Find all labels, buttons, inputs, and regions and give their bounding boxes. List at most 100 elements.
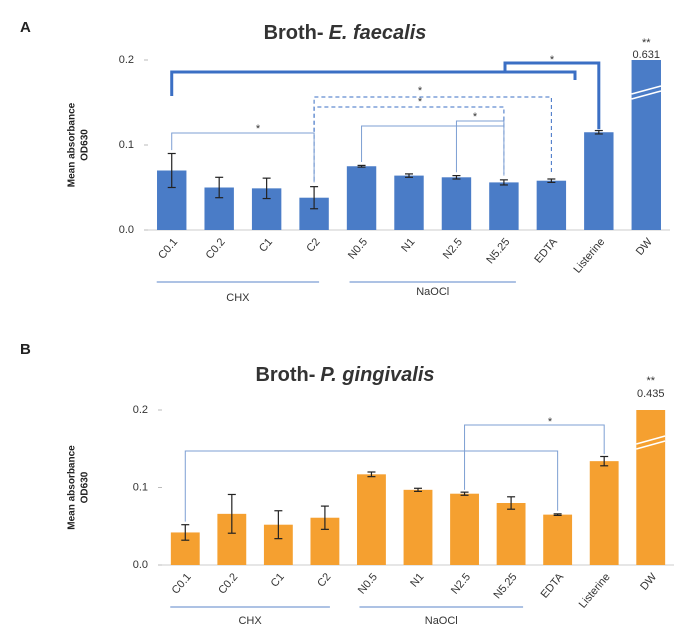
error-bar xyxy=(405,173,413,178)
significance-star: * xyxy=(418,96,423,108)
x-tick-label: Listerine xyxy=(577,571,613,611)
bar xyxy=(584,132,614,230)
axis-break xyxy=(631,90,662,100)
x-tick-label: C2 xyxy=(315,571,333,589)
error-bar xyxy=(600,455,609,467)
value-label: 0.435 xyxy=(637,388,665,400)
group-label: CHX xyxy=(238,615,262,627)
significance-bracket xyxy=(313,96,552,181)
panel-label: B xyxy=(20,341,31,358)
y-tick-label: 0.1 xyxy=(133,481,148,493)
error-bar xyxy=(547,178,556,183)
x-tick-label: EDTA xyxy=(532,236,560,266)
error-bar xyxy=(594,129,603,135)
value-label: 0.631 xyxy=(633,49,661,61)
x-tick-label: N1 xyxy=(399,236,417,254)
bar xyxy=(631,60,661,230)
x-tick-label: N2.5 xyxy=(441,236,465,262)
x-tick-label: EDTA xyxy=(539,571,567,601)
bar xyxy=(489,182,519,230)
significance-bracket xyxy=(464,424,605,490)
group-label: NaOCl xyxy=(425,615,458,627)
y-tick-label: 0.0 xyxy=(119,224,134,236)
bar xyxy=(441,177,472,230)
error-bar xyxy=(274,510,283,540)
significance-star: * xyxy=(473,111,478,123)
error-bar xyxy=(320,505,329,530)
x-tick-label: N0.5 xyxy=(346,236,370,262)
y-tick-label: 0.2 xyxy=(133,404,148,416)
error-bar xyxy=(414,487,422,492)
bar xyxy=(357,474,386,565)
title-italic: P. gingivalis xyxy=(320,364,434,386)
y-tick-label: 0.1 xyxy=(119,139,134,151)
error-bar xyxy=(460,491,469,496)
title-text: Broth- xyxy=(255,364,315,386)
x-tick-label: C0.2 xyxy=(204,236,228,262)
bar xyxy=(543,514,573,565)
significance-bracket xyxy=(361,125,504,162)
x-tick-label: C0.2 xyxy=(216,571,240,597)
x-tick-label: C0.1 xyxy=(156,236,180,262)
significance-bracket xyxy=(503,61,601,130)
error-bar xyxy=(507,496,516,510)
chart-panel: A Broth- E. faecalis Mean absorbance OD630 0.… xyxy=(20,19,670,304)
chart-title: Broth- P. gingivalis xyxy=(255,364,434,386)
significance-bracket xyxy=(170,70,577,96)
x-tick-label: N1 xyxy=(408,571,426,589)
title-italic: E. faecalis xyxy=(329,22,427,44)
error-bar xyxy=(262,177,271,200)
y-axis-label: OD630 xyxy=(80,471,91,503)
chart-panel: B Broth- P. gingivalis Mean absorbance OD630… xyxy=(20,341,674,627)
significance-star: * xyxy=(550,54,555,66)
significance-bracket xyxy=(455,120,505,176)
significance-bracket xyxy=(184,450,559,522)
panel-label: A xyxy=(20,19,31,36)
group-label: CHX xyxy=(226,292,250,304)
y-axis-label: OD630 xyxy=(80,129,91,161)
x-tick-label: N5.25 xyxy=(484,236,512,266)
x-tick-label: N5.25 xyxy=(492,571,520,601)
x-tick-label: Listerine xyxy=(571,236,607,276)
x-tick-label: C1 xyxy=(269,571,287,589)
y-axis-label: Mean absorbance xyxy=(67,102,78,187)
error-bar xyxy=(215,176,224,199)
x-tick-label: DW xyxy=(638,571,659,593)
x-tick-label: DW xyxy=(634,236,655,258)
axis-break xyxy=(636,435,666,445)
error-bar xyxy=(452,175,461,180)
x-tick-label: C2 xyxy=(304,236,322,254)
y-tick-label: 0.2 xyxy=(119,54,134,66)
bar xyxy=(496,503,526,565)
y-axis-label: Mean absorbance xyxy=(67,445,78,530)
significance-star: * xyxy=(418,85,423,97)
significance-bracket xyxy=(171,132,315,183)
bar xyxy=(589,461,619,565)
bar xyxy=(450,493,479,565)
bar xyxy=(636,410,666,565)
bar xyxy=(536,180,567,230)
bar xyxy=(403,489,433,565)
group-label: NaOCl xyxy=(416,286,449,298)
error-bar xyxy=(367,471,376,478)
chart-title: Broth- E. faecalis xyxy=(264,22,427,44)
error-bar xyxy=(167,152,176,189)
annotation: ** xyxy=(646,375,655,387)
significance-star: * xyxy=(548,416,553,428)
error-bar xyxy=(181,524,190,541)
x-tick-label: C0.1 xyxy=(170,571,194,597)
error-bar xyxy=(310,186,319,210)
x-tick-label: N2.5 xyxy=(449,571,473,597)
y-tick-label: 0.0 xyxy=(133,559,148,571)
title-text: Broth- xyxy=(264,22,324,44)
bar xyxy=(394,175,424,230)
error-bar xyxy=(227,493,236,534)
bar xyxy=(346,166,377,230)
error-bar xyxy=(357,164,366,168)
error-bar xyxy=(553,513,562,517)
axis-break xyxy=(631,85,662,95)
x-tick-label: C1 xyxy=(257,236,275,254)
error-bar xyxy=(499,179,508,186)
significance-star: * xyxy=(256,123,261,135)
